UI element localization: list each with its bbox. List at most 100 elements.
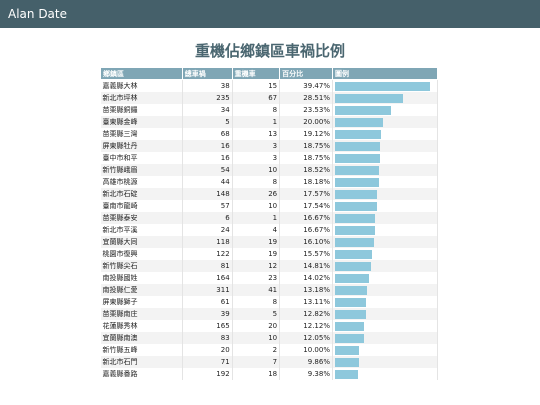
area-cell: 臺東縣金峰 <box>100 116 183 128</box>
table-row: 新北市石碇 148 26 17.57% <box>100 188 438 200</box>
percent-cell: 17.54% <box>279 200 333 212</box>
percent-cell: 23.53% <box>279 104 333 116</box>
percent-bar <box>335 201 378 211</box>
table-row: 宜蘭縣南澳 83 10 12.05% <box>100 332 438 344</box>
table-row: 南投縣仁愛 311 41 13.18% <box>100 284 438 296</box>
percent-bar <box>335 297 367 307</box>
bar-cell <box>332 152 438 164</box>
heavy-cell: 19 <box>232 248 281 260</box>
total-cell: 165 <box>182 320 233 332</box>
heavy-cell: 1 <box>232 212 281 224</box>
percent-cell: 14.81% <box>279 260 333 272</box>
total-cell: 5 <box>182 116 233 128</box>
heavy-cell: 8 <box>232 296 281 308</box>
total-cell: 16 <box>182 140 233 152</box>
area-cell: 新竹縣尖石 <box>100 260 183 272</box>
area-cell: 屏東縣獅子 <box>100 296 183 308</box>
bar-cell <box>332 79 438 92</box>
percent-cell: 16.67% <box>279 224 333 236</box>
heavy-cell: 15 <box>232 79 281 92</box>
area-cell: 高雄市桃源 <box>100 176 183 188</box>
heavy-cell: 5 <box>232 308 281 320</box>
percent-cell: 20.00% <box>279 116 333 128</box>
heavy-cell: 20 <box>232 320 281 332</box>
header-bar: Alan Date <box>0 0 540 28</box>
heavy-cell: 1 <box>232 116 281 128</box>
heavy-cell: 18 <box>232 368 281 380</box>
percent-bar <box>335 357 359 367</box>
column-header: 總車禍 <box>181 67 233 80</box>
area-cell: 南投縣仁愛 <box>100 284 183 296</box>
table-row: 屏東縣牡丹 16 3 18.75% <box>100 140 438 152</box>
total-cell: 122 <box>182 248 233 260</box>
total-cell: 39 <box>182 308 233 320</box>
table-row: 屏東縣獅子 61 8 13.11% <box>100 296 438 308</box>
area-cell: 臺南市龍崎 <box>100 200 183 212</box>
area-cell: 新北市石門 <box>100 356 183 368</box>
heavy-cell: 12 <box>232 260 281 272</box>
page-title: 重機佔鄉鎮區車禍比例 <box>194 42 345 60</box>
area-cell: 苗栗縣三灣 <box>100 128 183 140</box>
area-cell: 苗栗縣泰安 <box>100 212 183 224</box>
bar-cell <box>332 188 438 200</box>
percent-bar <box>335 333 364 343</box>
area-cell: 屏東縣牡丹 <box>100 140 183 152</box>
table-row: 新竹縣尖石 81 12 14.81% <box>100 260 438 272</box>
bar-cell <box>332 92 438 104</box>
table-row: 臺東縣金峰 5 1 20.00% <box>100 116 438 128</box>
percent-cell: 10.00% <box>279 344 333 356</box>
percent-cell: 18.75% <box>279 140 333 152</box>
heavy-cell: 26 <box>232 188 281 200</box>
bar-cell <box>332 248 438 260</box>
table-row: 嘉義縣大林 38 15 39.47% <box>100 79 438 92</box>
bar-cell <box>332 200 438 212</box>
bar-cell <box>332 128 438 140</box>
table-row: 花蓮縣秀林 165 20 12.12% <box>100 320 438 332</box>
total-cell: 192 <box>182 368 233 380</box>
percent-cell: 19.12% <box>279 128 333 140</box>
total-cell: 54 <box>182 164 233 176</box>
percent-cell: 16.10% <box>279 236 333 248</box>
table-row: 苗栗縣三灣 68 13 19.12% <box>100 128 438 140</box>
heavy-cell: 41 <box>232 284 281 296</box>
total-cell: 6 <box>182 212 233 224</box>
percent-cell: 12.82% <box>279 308 333 320</box>
area-cell: 新竹縣峨眉 <box>100 164 183 176</box>
percent-bar <box>335 153 380 163</box>
percent-bar <box>335 117 383 127</box>
percent-cell: 39.47% <box>279 79 333 92</box>
total-cell: 68 <box>182 128 233 140</box>
percent-cell: 12.12% <box>279 320 333 332</box>
total-cell: 311 <box>182 284 233 296</box>
total-cell: 148 <box>182 188 233 200</box>
bar-cell <box>332 104 438 116</box>
total-cell: 81 <box>182 260 233 272</box>
header-row: 鄉鎮區 總車禍 重機車 百分比 圖例 <box>100 67 438 80</box>
table-row: 新北市石門 71 7 9.86% <box>100 356 438 368</box>
area-cell: 新北市石碇 <box>100 188 183 200</box>
bar-cell <box>332 368 438 380</box>
area-cell: 桃園市復興 <box>100 248 183 260</box>
bar-cell <box>332 164 438 176</box>
area-cell: 宜蘭縣南澳 <box>100 332 183 344</box>
heavy-cell: 23 <box>232 272 281 284</box>
percent-bar <box>335 177 379 187</box>
bar-cell <box>332 344 438 356</box>
table-row: 臺中市和平 16 3 18.75% <box>100 152 438 164</box>
table-row: 新竹縣五峰 20 2 10.00% <box>100 344 438 356</box>
table-row: 新竹縣峨眉 54 10 18.52% <box>100 164 438 176</box>
bar-cell <box>332 332 438 344</box>
bar-cell <box>332 296 438 308</box>
heavy-cell: 10 <box>232 164 281 176</box>
percent-bar <box>335 225 375 235</box>
percent-cell: 9.38% <box>279 368 333 380</box>
percent-cell: 12.05% <box>279 332 333 344</box>
table-row: 臺南市龍崎 57 10 17.54% <box>100 200 438 212</box>
bar-cell <box>332 356 438 368</box>
bar-cell <box>332 308 438 320</box>
table: 鄉鎮區 總車禍 重機車 百分比 圖例 嘉義縣大林 38 15 39.47% 新北市坪林 235 67… <box>100 67 438 380</box>
table-row: 苗栗縣銅鑼 34 8 23.53% <box>100 104 438 116</box>
heavy-cell: 10 <box>232 200 281 212</box>
percent-bar <box>335 273 369 283</box>
heavy-cell: 3 <box>232 140 281 152</box>
